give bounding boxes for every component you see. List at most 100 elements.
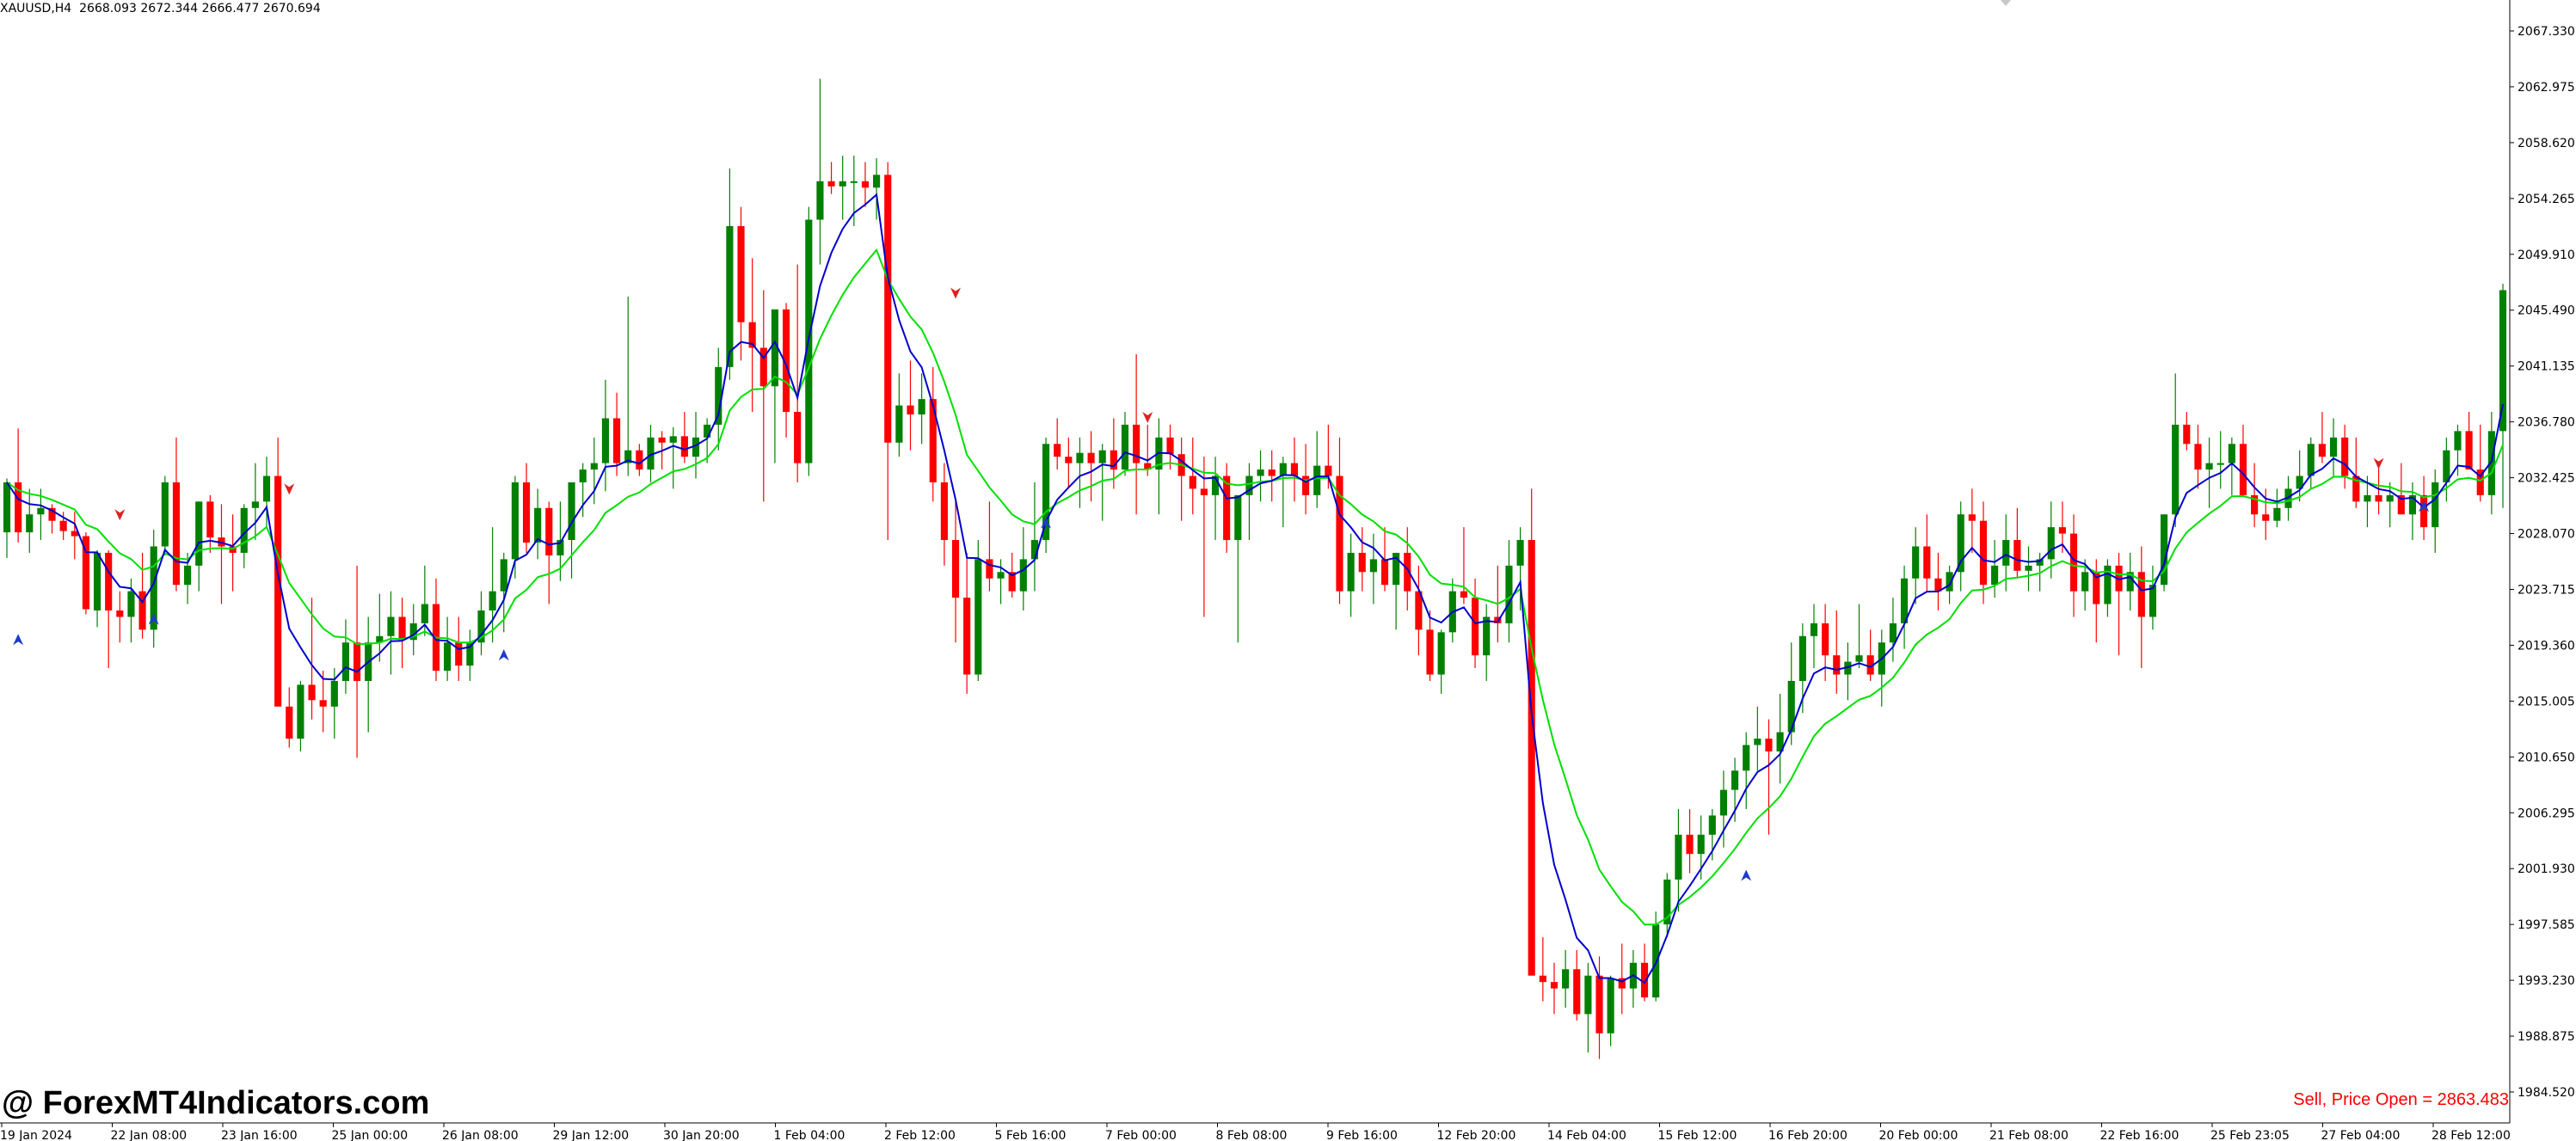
candle-body [2002,540,2010,566]
candle-body [2194,444,2202,470]
candle-body [951,540,960,598]
time-tick-label: 14 Feb 04:00 [1547,1129,1626,1141]
time-tick-label: 5 Feb 16:00 [995,1129,1067,1141]
candle-body [940,482,948,541]
candle-body [2262,514,2270,521]
candle-body [1833,655,1841,675]
candle-body [986,559,993,579]
candle-body [1133,424,1140,463]
candle-body [1347,552,1355,592]
candle-body [1991,565,1999,586]
candle-body [26,514,34,533]
candle-body [48,507,56,521]
candle-body [2397,494,2405,515]
candle-body [1889,623,1897,643]
candle-body [2216,463,2224,465]
candle-body [1957,514,1964,573]
candle-body [2013,540,2021,571]
candle-body [500,559,507,592]
candle-body [409,623,417,641]
candle-body [748,322,756,348]
sell-arrow-icon [114,509,126,521]
candle-body [794,412,802,463]
candle-body [2069,533,2078,592]
candle-body [1098,450,1106,463]
candle-body [297,684,304,739]
candles-layer [3,78,2507,1059]
candle-body [2284,488,2292,508]
candle-body [1110,450,1117,470]
candle-body [2239,444,2247,495]
candle-body [624,450,632,463]
candle-body [444,642,452,672]
candle-body [1279,463,1287,476]
buy-arrow-icon [1041,517,1052,529]
candle-body [1798,635,1806,681]
candle-body [2149,585,2157,617]
time-tick-label: 28 Feb 12:00 [2432,1129,2511,1141]
candle-body [1144,463,1152,470]
candle-body [669,436,677,443]
candle-body [1211,475,1220,495]
candle-body [1234,494,1242,541]
buy-arrow-icon [498,649,509,661]
candle-body [1968,514,1976,521]
price-tick-label: 2062.975 [2518,81,2575,95]
symbol-name: XAUUSD,H4 [0,2,72,15]
time-tick-label: 23 Jan 16:00 [221,1129,298,1141]
time-tick-label: 9 Feb 16:00 [1326,1129,1398,1141]
candle-body [138,591,146,630]
candle-body [387,617,395,636]
time-tick-label: 26 Jan 08:00 [442,1129,519,1141]
candle-body [2364,494,2371,502]
price-tick-label: 2054.265 [2518,193,2575,206]
candle-body [534,507,542,543]
time-tick-label: 2 Feb 12:00 [884,1129,956,1141]
candle-body [1200,488,1208,495]
candle-body [1855,655,1863,662]
time-tick-label: 25 Feb 23:05 [2210,1129,2290,1141]
candle-body [1731,770,1739,790]
time-tick-label: 20 Feb 00:00 [1879,1129,1958,1141]
candle-body [2160,514,2168,586]
candle-body [601,418,610,463]
candle-body [206,501,214,538]
candle-body [353,642,361,681]
candle-body [1336,475,1343,592]
sell-arrow-icon [1142,411,1153,423]
candle-body [1042,444,1050,541]
candle-body [579,469,587,482]
candle-body [116,610,124,617]
ohlc-high: 2672.344 [140,2,199,15]
candle-body [2375,494,2382,502]
candle-body [274,475,282,707]
candle-body [1516,540,1524,566]
price-tick-label: 2001.930 [2518,862,2575,876]
candle-body [647,437,655,470]
time-tick-label: 22 Feb 16:00 [2100,1129,2179,1141]
candle-body [2183,424,2191,445]
candle-body [1946,572,1953,592]
candle-body [1290,463,1299,476]
time-tick-label: 25 Jan 00:00 [332,1129,409,1141]
candle-body [1539,975,1546,983]
candle-body [839,181,846,187]
candle-body [1584,975,1592,1015]
candle-body [2352,475,2360,502]
candle-body [771,309,778,387]
scroll-marker-icon[interactable] [2001,0,2011,6]
price-tick-label: 2010.650 [2518,751,2575,764]
candle-body [2329,437,2338,457]
candle-body [2172,424,2179,515]
candle-body [2036,559,2044,566]
price-tick-label: 2015.005 [2518,695,2575,709]
candle-body [1369,559,1377,573]
price-tick-label: 2049.910 [2518,248,2575,262]
candle-body [737,225,745,322]
time-tick-label: 7 Feb 00:00 [1105,1129,1177,1141]
candle-body [1743,745,1750,771]
candle-body [1471,598,1479,656]
candle-body [2126,572,2134,592]
